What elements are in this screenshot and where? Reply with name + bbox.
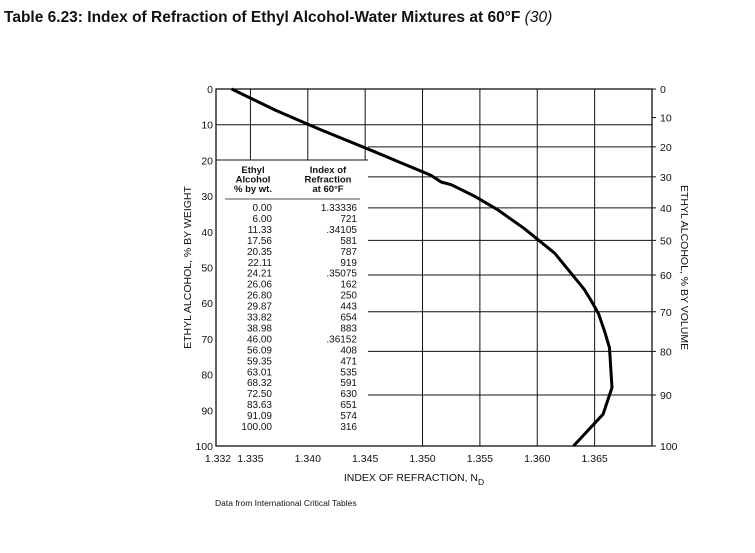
- table-cell-weight: 68.32: [247, 378, 272, 389]
- y-tick-label: 10: [201, 120, 213, 132]
- table-cell-index: .35075: [326, 269, 357, 280]
- x-tick-label: 1.345: [352, 453, 378, 465]
- table-cell-weight: 20.35: [247, 247, 272, 258]
- table-cell-weight: 56.09: [247, 345, 272, 356]
- y-tick-label: 40: [201, 227, 213, 239]
- table-cell-weight: 0.00: [253, 203, 273, 214]
- y-right-tick-label: 20: [660, 142, 672, 154]
- plot-frame: [215, 88, 653, 447]
- table-header-weight: Alcohol: [236, 175, 271, 186]
- y-axis-label: ETHYL ALCOHOL, % BY WEIGHT: [182, 186, 194, 349]
- y-tick-label: 0: [207, 84, 213, 96]
- y-tick-label: 80: [201, 370, 213, 382]
- x-tick-label: 1.355: [467, 453, 493, 465]
- title-text: Table 6.23: Index of Refraction of Ethyl…: [4, 9, 521, 26]
- table-cell-index: 443: [340, 302, 357, 313]
- x-axis-label-subscript: D: [478, 477, 484, 487]
- chart-title: Table 6.23: Index of Refraction of Ethyl…: [4, 9, 552, 27]
- table-cell-weight: 24.21: [247, 269, 272, 280]
- x-tick-label: 1.365: [581, 453, 607, 465]
- table-cell-index: 919: [340, 258, 357, 269]
- table-cell-index: 630: [340, 389, 357, 400]
- table-header-index: at 60°F: [312, 184, 343, 195]
- y-tick-label: 50: [201, 263, 213, 275]
- table-cell-index: 408: [340, 345, 357, 356]
- table-cell-index: 651: [340, 400, 357, 411]
- table-cell-index: 535: [340, 367, 357, 378]
- y-right-tick-label: 0: [660, 84, 666, 96]
- y-tick-label: 60: [201, 298, 213, 310]
- x-tick-label: 1.332: [205, 453, 231, 465]
- table-header-weight: % by wt.: [234, 184, 272, 195]
- table-cell-index: .36152: [326, 334, 357, 345]
- table-cell-weight: 17.56: [247, 236, 272, 247]
- table-cell-weight: 22.11: [248, 258, 273, 269]
- y-right-tick-label: 90: [660, 390, 672, 402]
- table-header-weight: Ethyl: [241, 165, 264, 176]
- y-right-tick-label: 10: [660, 113, 672, 125]
- table-cell-index: 787: [340, 247, 357, 258]
- y-right-tick-label: 70: [660, 307, 672, 319]
- table-cell-index: 316: [340, 422, 357, 433]
- x-axis-label: INDEX OF REFRACTION, ND: [344, 472, 484, 487]
- table-header-index: Index of: [310, 165, 347, 176]
- y-tick-label: 30: [201, 191, 213, 203]
- footnote: Data from International Critical Tables: [215, 498, 357, 508]
- y-tick-label: 100: [195, 441, 213, 453]
- y-right-tick-label: 80: [660, 346, 672, 358]
- table-cell-weight: 26.06: [247, 280, 272, 291]
- table-cell-index: 250: [340, 291, 357, 302]
- y-right-tick-label: 40: [660, 203, 672, 215]
- table-cell-index: 654: [340, 313, 357, 324]
- table-cell-index: 883: [340, 323, 357, 334]
- title-reference: (30): [524, 9, 553, 26]
- table-cell-weight: 59.35: [247, 356, 272, 367]
- y-right-tick-label: 50: [660, 235, 672, 247]
- table-cell-index: 471: [340, 356, 357, 367]
- table-cell-weight: 100.00: [241, 422, 272, 433]
- y-tick-label: 70: [201, 334, 213, 346]
- table-cell-weight: 46.00: [247, 334, 272, 345]
- table-cell-weight: 26.80: [247, 291, 272, 302]
- y-axis-label-right: ETHYL ALCOHOL, % BY VOLUME: [678, 185, 690, 350]
- y-right-tick-label: 30: [660, 172, 672, 184]
- table-cell-index: 1.33336: [321, 203, 358, 214]
- x-tick-label: 1.335: [237, 453, 263, 465]
- y-right-tick-label: 100: [660, 441, 678, 453]
- y-tick-label: 20: [201, 155, 213, 167]
- table-cell-weight: 72.50: [247, 389, 272, 400]
- x-tick-label: 1.350: [409, 453, 435, 465]
- y-right-tick-label: 60: [660, 270, 672, 282]
- table-cell-weight: 38.98: [247, 323, 272, 334]
- x-tick-label: 1.360: [524, 453, 550, 465]
- table-cell-index: 591: [340, 378, 357, 389]
- x-tick-label: 1.340: [295, 453, 321, 465]
- table-cell-weight: 29.87: [247, 302, 272, 313]
- series-line: [230, 87, 614, 448]
- table-cell-index: 581: [340, 236, 357, 247]
- table-cell-index: 574: [340, 411, 357, 422]
- table-header-index: Refraction: [305, 175, 352, 186]
- table-cell-index: 721: [340, 214, 357, 225]
- table-cell-index: .34105: [326, 225, 357, 236]
- table-cell-weight: 83.63: [247, 400, 272, 411]
- table-cell-weight: 33.82: [247, 313, 272, 324]
- table-cell-weight: 6.00: [253, 214, 273, 225]
- table-cell-weight: 91.09: [247, 411, 272, 422]
- table-cell-weight: 11.33: [248, 225, 273, 236]
- table-cell-index: 162: [340, 280, 357, 291]
- y-tick-label: 90: [201, 405, 213, 417]
- table-cell-weight: 63.01: [247, 367, 272, 378]
